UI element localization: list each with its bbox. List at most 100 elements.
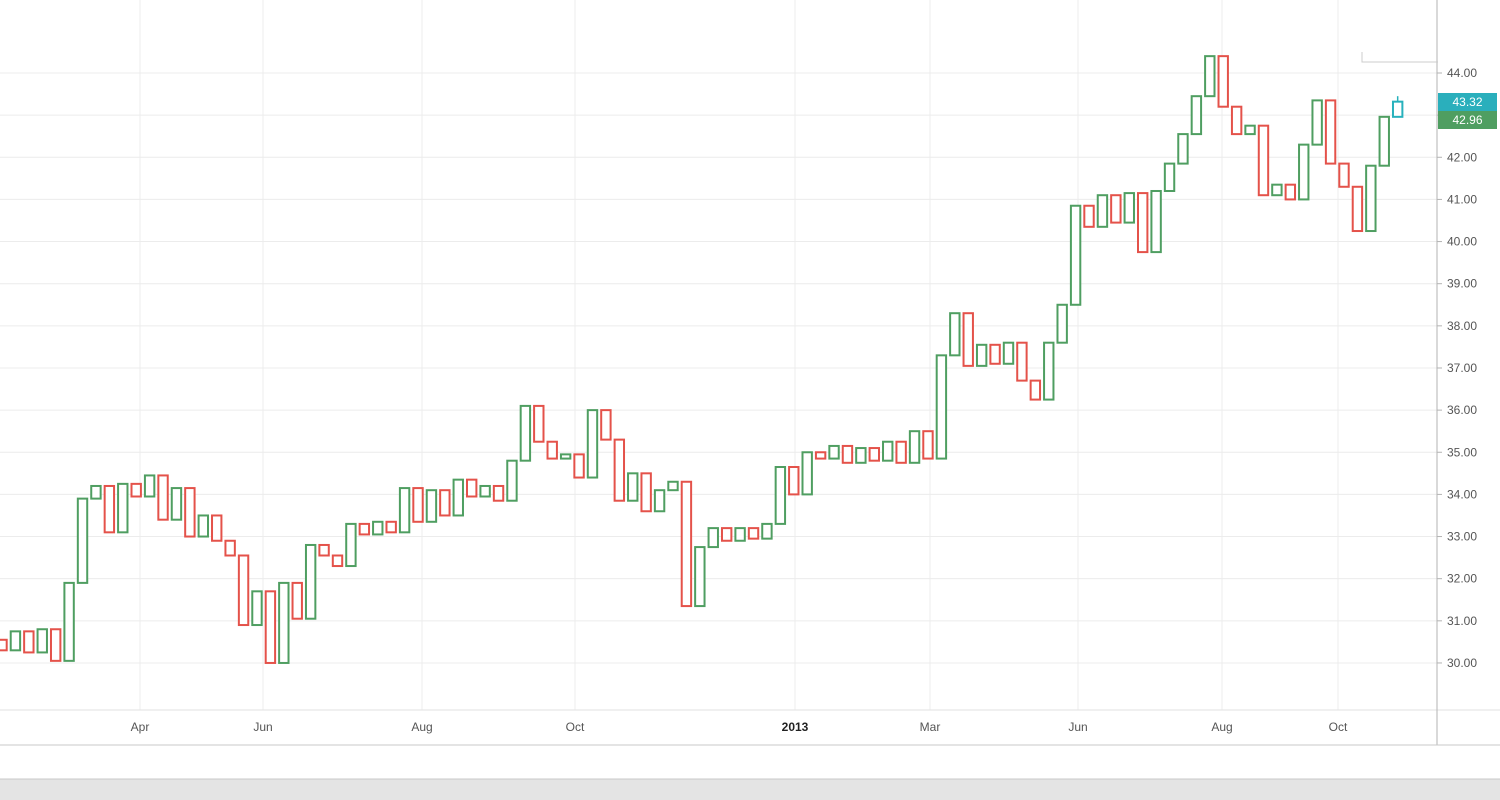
- candle: [439, 489, 451, 517]
- candle: [922, 430, 934, 460]
- candle: [613, 438, 626, 502]
- candle: [1190, 95, 1203, 136]
- candle: [251, 590, 263, 627]
- candle: [1324, 99, 1337, 165]
- y-axis-label: 32.00: [1447, 572, 1477, 586]
- candle: [653, 489, 666, 513]
- x-axis-label: 2013: [782, 720, 809, 734]
- last-close-badge: 42.96: [1438, 110, 1497, 129]
- candle: [90, 484, 102, 500]
- bottom-bar: [0, 779, 1500, 800]
- candle: [211, 514, 223, 542]
- candle: [868, 447, 880, 462]
- candle: [680, 480, 693, 608]
- candle: [1338, 162, 1350, 188]
- candle: [949, 312, 961, 357]
- candle: [533, 404, 545, 443]
- candle: [989, 343, 1001, 365]
- candle: [1069, 204, 1082, 306]
- candle: [412, 487, 424, 523]
- candle: [1257, 124, 1270, 197]
- candle: [237, 554, 250, 627]
- candle: [707, 527, 719, 549]
- candle: [734, 527, 746, 542]
- x-axis-label: Apr: [131, 720, 150, 734]
- candle: [1217, 55, 1229, 108]
- candle: [882, 440, 894, 462]
- candle: [49, 628, 62, 662]
- candle: [855, 447, 867, 464]
- x-axis-label: Aug: [411, 720, 432, 734]
- time-axis[interactable]: Apr Jun Aug Oct 2013 Mar Jun Aug Oct: [0, 720, 1500, 746]
- candle: [1378, 115, 1390, 167]
- candle: [1244, 124, 1256, 136]
- candle: [130, 482, 142, 498]
- candle: [559, 453, 572, 460]
- candle: [1029, 379, 1042, 401]
- candle: [1110, 194, 1122, 224]
- y-axis-label: 38.00: [1447, 319, 1477, 333]
- candle: [747, 527, 760, 540]
- candle: [1096, 194, 1109, 228]
- candle: [1137, 192, 1149, 254]
- x-axis-label: Oct: [1329, 720, 1348, 734]
- candle: [935, 354, 948, 460]
- candle: [573, 453, 585, 479]
- last-close-value: 42.96: [1452, 112, 1483, 127]
- candle: [1391, 100, 1404, 118]
- candle: [586, 409, 599, 479]
- candle: [1230, 105, 1243, 136]
- y-axis-label: 44.00: [1447, 66, 1477, 80]
- candle: [600, 409, 612, 441]
- candle: [466, 478, 478, 498]
- candle: [452, 478, 464, 517]
- candle: [962, 312, 974, 367]
- candle: [264, 590, 277, 664]
- candle: [1016, 341, 1028, 382]
- candle: [667, 480, 679, 492]
- candle: [1150, 189, 1162, 254]
- y-axis-label: 40.00: [1447, 235, 1477, 249]
- candle: [23, 630, 35, 654]
- candle: [1204, 55, 1216, 98]
- candle: [9, 630, 22, 652]
- x-axis-label: Jun: [1068, 720, 1087, 734]
- y-axis-label: 41.00: [1447, 192, 1477, 206]
- current-price-value: 43.32: [1452, 94, 1483, 109]
- candle: [117, 482, 129, 534]
- x-axis-label: Aug: [1211, 720, 1232, 734]
- y-axis-label: 33.00: [1447, 530, 1477, 544]
- candle: [801, 451, 813, 496]
- candle: [1056, 303, 1068, 344]
- candle: [143, 474, 156, 498]
- candle: [331, 554, 344, 568]
- candle: [1123, 192, 1135, 224]
- candle: [1083, 204, 1095, 228]
- grid-layer: [0, 0, 1500, 711]
- y-axis-label: 31.00: [1447, 614, 1477, 628]
- candle: [76, 497, 89, 584]
- candle: [975, 343, 988, 367]
- candle: [640, 472, 652, 513]
- candle: [63, 581, 75, 662]
- candle: [1311, 99, 1323, 146]
- candle: [103, 484, 116, 534]
- candle: [546, 440, 558, 460]
- candle: [170, 487, 183, 521]
- candle: [224, 539, 236, 557]
- y-axis-label: 34.00: [1447, 487, 1477, 501]
- candle: [1002, 341, 1015, 365]
- corner-panel-border: [1361, 52, 1438, 63]
- candle: [0, 638, 8, 652]
- candle: [720, 527, 733, 542]
- candle: [627, 472, 639, 502]
- candle: [814, 451, 827, 460]
- candle: [1351, 185, 1364, 233]
- x-axis-label: Mar: [920, 720, 941, 734]
- price-axis[interactable]: 44.0043.0042.0041.0040.0039.0038.0037.00…: [1436, 0, 1477, 745]
- candle: [358, 522, 371, 536]
- y-axis-label: 30.00: [1447, 656, 1477, 670]
- y-axis-label: 36.00: [1447, 403, 1477, 417]
